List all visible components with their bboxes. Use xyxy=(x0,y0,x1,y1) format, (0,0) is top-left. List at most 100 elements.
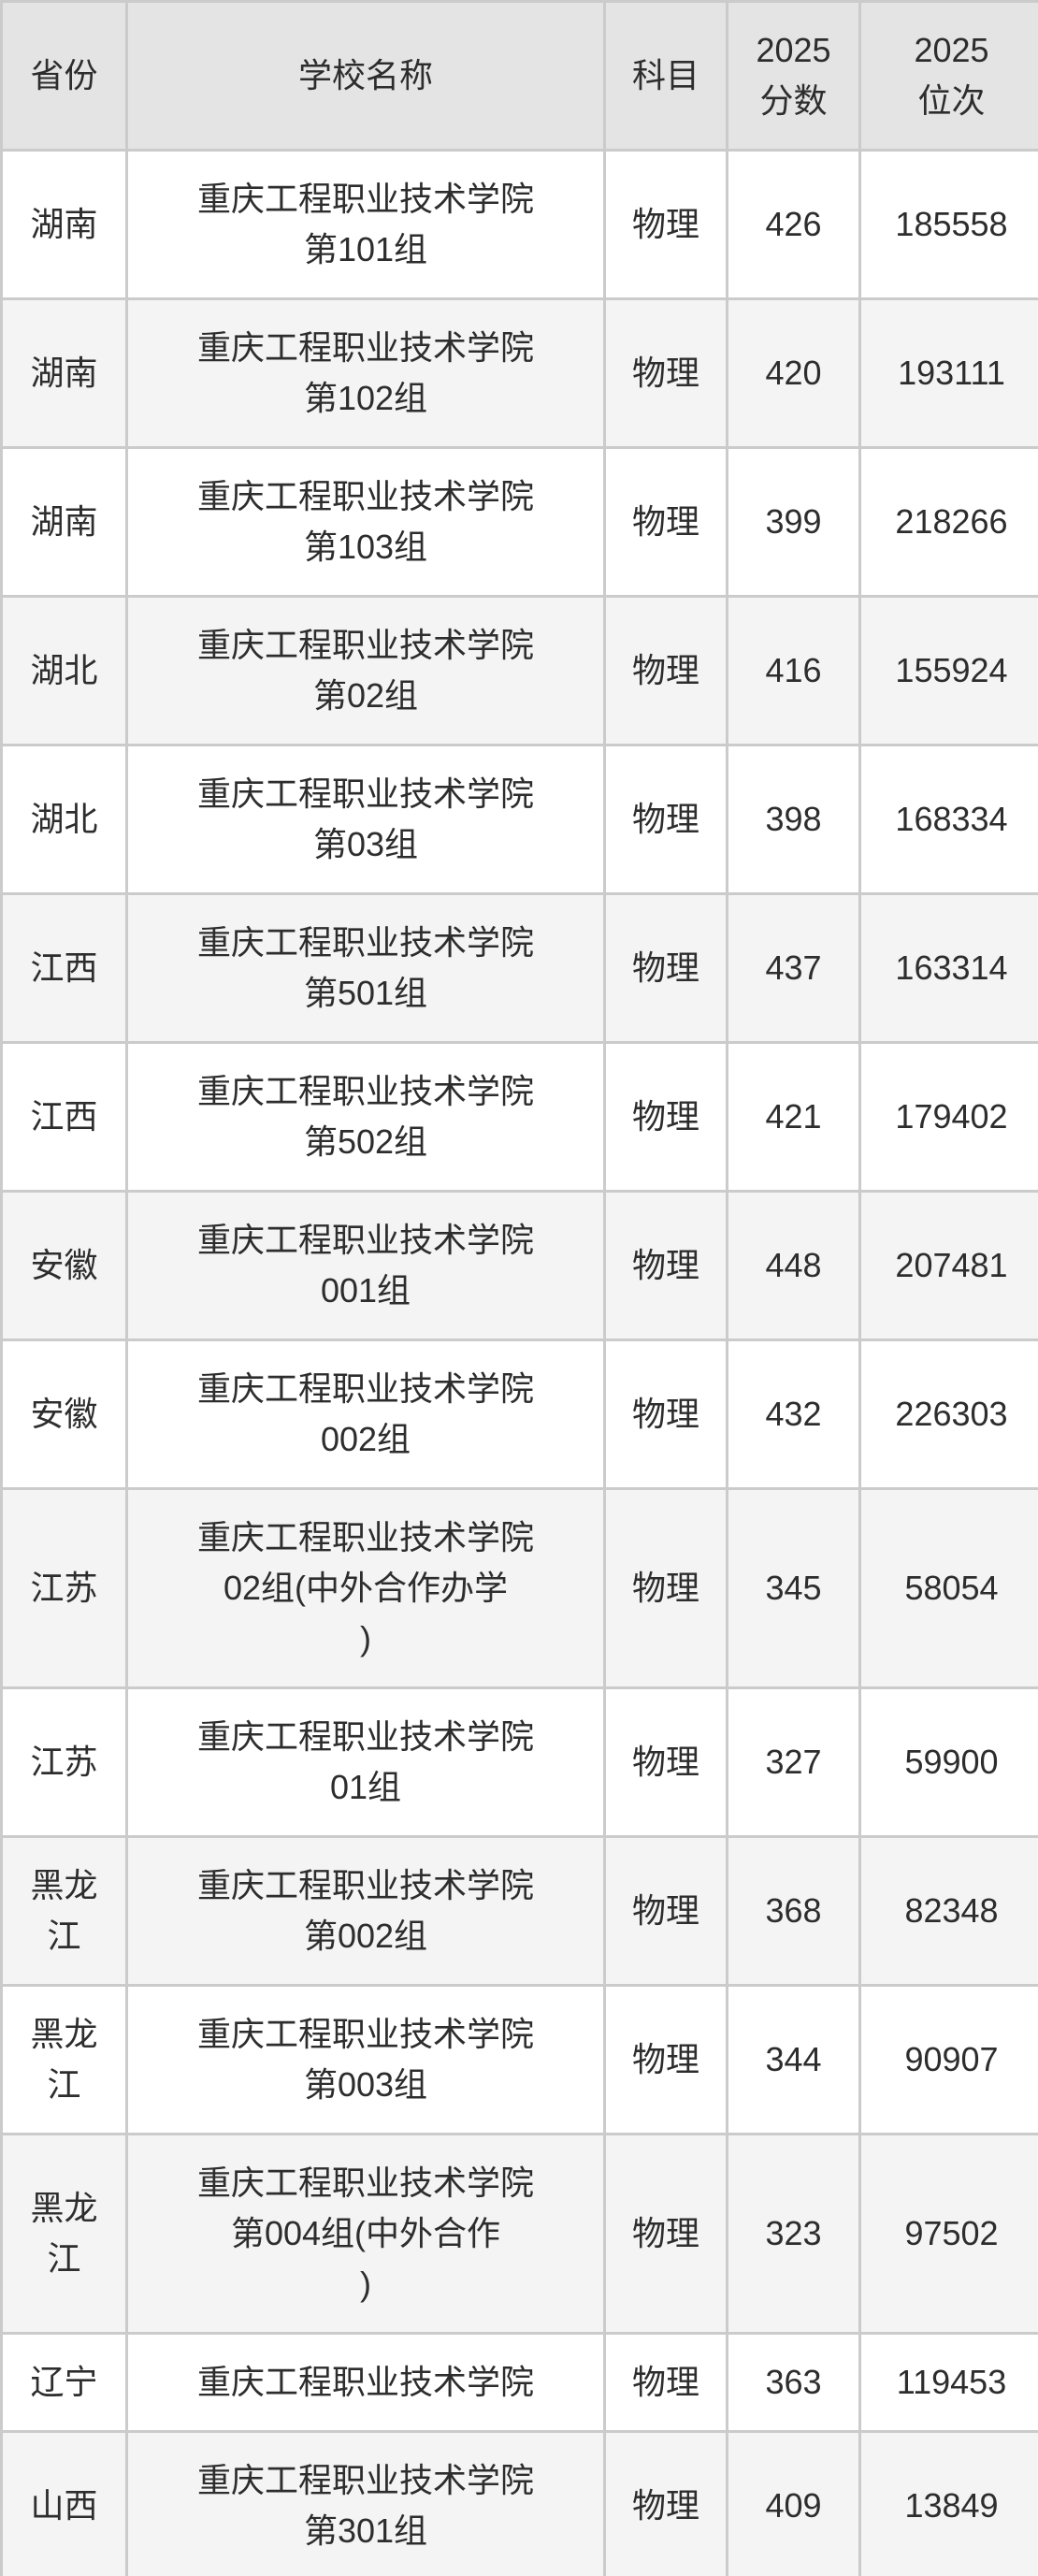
cell-school: 重庆工程职业技术学院 第02组 xyxy=(125,595,606,746)
cell-score: 363 xyxy=(726,2332,861,2433)
cell-province: 江苏 xyxy=(0,1487,128,1689)
cell-province: 湖南 xyxy=(0,297,128,449)
cell-score: 421 xyxy=(726,1041,861,1193)
header-cell-rank: 2025 位次 xyxy=(858,0,1038,152)
cell-score: 399 xyxy=(726,446,861,598)
cell-province: 江西 xyxy=(0,1041,128,1193)
cell-province: 湖北 xyxy=(0,595,128,746)
cell-subject: 物理 xyxy=(603,1190,728,1341)
cell-rank: 163314 xyxy=(858,892,1038,1044)
cell-province: 黑龙江 xyxy=(0,2133,128,2335)
cell-score: 345 xyxy=(726,1487,861,1689)
header-cell-subject: 科目 xyxy=(603,0,728,152)
cell-subject: 物理 xyxy=(603,1686,728,1838)
cell-subject: 物理 xyxy=(603,892,728,1044)
cell-score: 323 xyxy=(726,2133,861,2335)
header-cell-score: 2025 分数 xyxy=(726,0,861,152)
cell-score: 368 xyxy=(726,1835,861,1987)
cell-school: 重庆工程职业技术学院 第501组 xyxy=(125,892,606,1044)
cell-rank: 226303 xyxy=(858,1339,1038,1490)
cell-rank: 97502 xyxy=(858,2133,1038,2335)
cell-rank: 58054 xyxy=(858,1487,1038,1689)
cell-province: 湖北 xyxy=(0,744,128,895)
cell-subject: 物理 xyxy=(603,2332,728,2433)
table-row: 辽宁 重庆工程职业技术学院 物理 363 119453 xyxy=(0,2332,1038,2433)
cell-score: 437 xyxy=(726,892,861,1044)
table-row: 黑龙江 重庆工程职业技术学院 第002组 物理 368 82348 xyxy=(0,1835,1038,1987)
header-cell-school: 学校名称 xyxy=(125,0,606,152)
cell-rank: 179402 xyxy=(858,1041,1038,1193)
cell-subject: 物理 xyxy=(603,2430,728,2576)
cell-subject: 物理 xyxy=(603,149,728,300)
cell-province: 山西 xyxy=(0,2430,128,2576)
cell-subject: 物理 xyxy=(603,1041,728,1193)
table-row: 湖南 重庆工程职业技术学院 第102组 物理 420 193111 xyxy=(0,297,1038,449)
table-header: 省份 学校名称 科目 2025 分数 2025 位次 xyxy=(0,0,1038,152)
cell-school: 重庆工程职业技术学院 第03组 xyxy=(125,744,606,895)
cell-school: 重庆工程职业技术学院 第003组 xyxy=(125,1984,606,2135)
table-row: 江苏 重庆工程职业技术学院 01组 物理 327 59900 xyxy=(0,1686,1038,1838)
cell-score: 398 xyxy=(726,744,861,895)
cell-school: 重庆工程职业技术学院 002组 xyxy=(125,1339,606,1490)
cell-rank: 168334 xyxy=(858,744,1038,895)
cell-subject: 物理 xyxy=(603,1984,728,2135)
cell-school: 重庆工程职业技术学院 第103组 xyxy=(125,446,606,598)
cell-rank: 119453 xyxy=(858,2332,1038,2433)
cell-school: 重庆工程职业技术学院 001组 xyxy=(125,1190,606,1341)
table-row: 江西 重庆工程职业技术学院 第501组 物理 437 163314 xyxy=(0,892,1038,1044)
table-row: 黑龙江 重庆工程职业技术学院 第004组(中外合作) 物理 323 97502 xyxy=(0,2133,1038,2335)
cell-school: 重庆工程职业技术学院 02组(中外合作办学) xyxy=(125,1487,606,1689)
header-cell-province: 省份 xyxy=(0,0,128,152)
table-row: 安徽 重庆工程职业技术学院 002组 物理 432 226303 xyxy=(0,1339,1038,1490)
cell-school: 重庆工程职业技术学院 第301组 xyxy=(125,2430,606,2576)
cell-subject: 物理 xyxy=(603,1835,728,1987)
header-row: 省份 学校名称 科目 2025 分数 2025 位次 xyxy=(0,0,1038,152)
cell-province: 黑龙江 xyxy=(0,1835,128,1987)
cell-subject: 物理 xyxy=(603,446,728,598)
cell-rank: 155924 xyxy=(858,595,1038,746)
cell-province: 江西 xyxy=(0,892,128,1044)
table-row: 湖北 重庆工程职业技术学院 第03组 物理 398 168334 xyxy=(0,744,1038,895)
cell-rank: 193111 xyxy=(858,297,1038,449)
table-body: 湖南 重庆工程职业技术学院 第101组 物理 426 185558 湖南 重庆工程职业技术学院… xyxy=(0,149,1038,2576)
cell-school: 重庆工程职业技术学院 第002组 xyxy=(125,1835,606,1987)
cell-score: 327 xyxy=(726,1686,861,1838)
cell-subject: 物理 xyxy=(603,2133,728,2335)
table-row: 安徽 重庆工程职业技术学院 001组 物理 448 207481 xyxy=(0,1190,1038,1341)
cell-province: 安徽 xyxy=(0,1339,128,1490)
cell-score: 420 xyxy=(726,297,861,449)
cell-province: 黑龙江 xyxy=(0,1984,128,2135)
cell-province: 湖南 xyxy=(0,446,128,598)
cell-province: 辽宁 xyxy=(0,2332,128,2433)
cell-rank: 185558 xyxy=(858,149,1038,300)
table-row: 江西 重庆工程职业技术学院 第502组 物理 421 179402 xyxy=(0,1041,1038,1193)
cell-school: 重庆工程职业技术学院 第502组 xyxy=(125,1041,606,1193)
cell-rank: 13849 xyxy=(858,2430,1038,2576)
cell-rank: 218266 xyxy=(858,446,1038,598)
cell-rank: 82348 xyxy=(858,1835,1038,1987)
cell-school: 重庆工程职业技术学院 第101组 xyxy=(125,149,606,300)
table-row: 湖南 重庆工程职业技术学院 第103组 物理 399 218266 xyxy=(0,446,1038,598)
cell-rank: 90907 xyxy=(858,1984,1038,2135)
table-row: 山西 重庆工程职业技术学院 第301组 物理 409 13849 xyxy=(0,2430,1038,2576)
cell-school: 重庆工程职业技术学院 第102组 xyxy=(125,297,606,449)
cell-subject: 物理 xyxy=(603,595,728,746)
cell-province: 江苏 xyxy=(0,1686,128,1838)
cell-score: 448 xyxy=(726,1190,861,1341)
table-row: 江苏 重庆工程职业技术学院 02组(中外合作办学) 物理 345 58054 xyxy=(0,1487,1038,1689)
cell-score: 426 xyxy=(726,149,861,300)
cell-score: 432 xyxy=(726,1339,861,1490)
cell-score: 416 xyxy=(726,595,861,746)
cell-school: 重庆工程职业技术学院 第004组(中外合作) xyxy=(125,2133,606,2335)
table-row: 黑龙江 重庆工程职业技术学院 第003组 物理 344 90907 xyxy=(0,1984,1038,2135)
cell-subject: 物理 xyxy=(603,297,728,449)
cell-subject: 物理 xyxy=(603,744,728,895)
cell-score: 409 xyxy=(726,2430,861,2576)
table-row: 湖北 重庆工程职业技术学院 第02组 物理 416 155924 xyxy=(0,595,1038,746)
cell-score: 344 xyxy=(726,1984,861,2135)
cell-province: 湖南 xyxy=(0,149,128,300)
cell-province: 安徽 xyxy=(0,1190,128,1341)
cell-rank: 59900 xyxy=(858,1686,1038,1838)
